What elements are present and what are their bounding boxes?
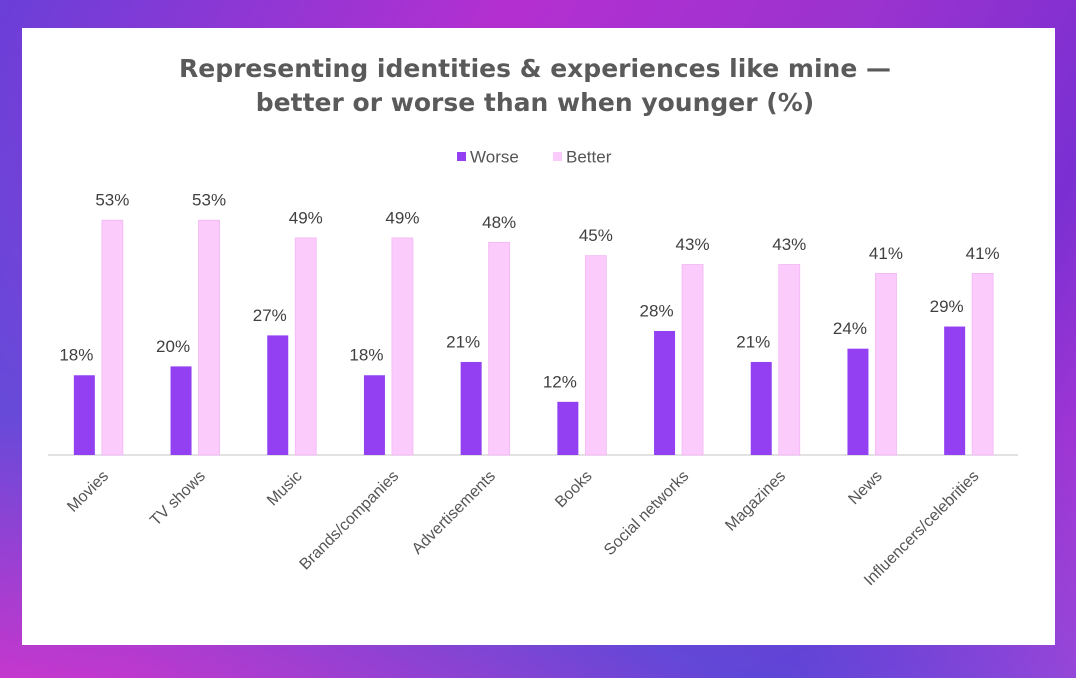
data-label: 28% xyxy=(640,301,674,320)
data-label: 49% xyxy=(385,208,419,227)
data-label: 48% xyxy=(482,213,516,232)
data-label: 27% xyxy=(253,306,287,325)
data-label: 43% xyxy=(772,235,806,254)
bar xyxy=(750,361,772,455)
legend-label: Better xyxy=(566,147,612,166)
bar xyxy=(170,366,192,455)
data-label: 20% xyxy=(156,337,190,356)
bar xyxy=(294,237,317,456)
chart-title: Representing identities & experiences li… xyxy=(179,54,891,83)
bar xyxy=(847,348,869,455)
legend-label: Worse xyxy=(470,147,519,166)
data-label: 53% xyxy=(95,191,129,210)
x-tick-label: Magazines xyxy=(722,468,789,535)
bar xyxy=(875,272,897,456)
bar xyxy=(101,219,124,456)
bar xyxy=(681,264,704,456)
bar xyxy=(488,241,511,456)
bar xyxy=(460,361,482,455)
x-tick-label: Books xyxy=(552,468,595,511)
bar xyxy=(73,375,95,455)
data-label: 41% xyxy=(869,244,903,263)
data-label: 41% xyxy=(966,244,1000,263)
data-label: 49% xyxy=(289,208,323,227)
data-label: 53% xyxy=(192,191,226,210)
data-label: 21% xyxy=(736,332,770,351)
bar xyxy=(363,375,385,455)
bar xyxy=(971,272,994,456)
bar xyxy=(557,401,579,455)
x-tick-label: News xyxy=(845,468,885,508)
data-label: 21% xyxy=(446,332,480,351)
x-tick-label: Music xyxy=(264,468,306,510)
bar xyxy=(391,237,414,456)
legend-swatch xyxy=(457,152,466,161)
bar xyxy=(267,335,289,455)
bar xyxy=(584,255,607,456)
bar xyxy=(944,326,966,455)
bar xyxy=(654,330,676,455)
bar xyxy=(198,219,220,456)
bar xyxy=(778,264,801,456)
x-tick-label: Movies xyxy=(64,468,112,516)
data-label: 18% xyxy=(59,346,93,365)
chart-title: better or worse than when younger (%) xyxy=(256,88,814,117)
data-label: 12% xyxy=(543,372,577,391)
data-label: 43% xyxy=(676,235,710,254)
x-tick-label: Social networks xyxy=(601,468,692,559)
legend-swatch xyxy=(553,152,562,161)
x-tick-label: Advertisements xyxy=(409,468,499,558)
data-label: 45% xyxy=(579,226,613,245)
data-label: 18% xyxy=(349,346,383,365)
x-tick-label: Brands/companies xyxy=(297,468,403,574)
data-label: 24% xyxy=(833,319,867,338)
data-label: 29% xyxy=(930,297,964,316)
x-tick-label: TV shows xyxy=(147,468,209,530)
